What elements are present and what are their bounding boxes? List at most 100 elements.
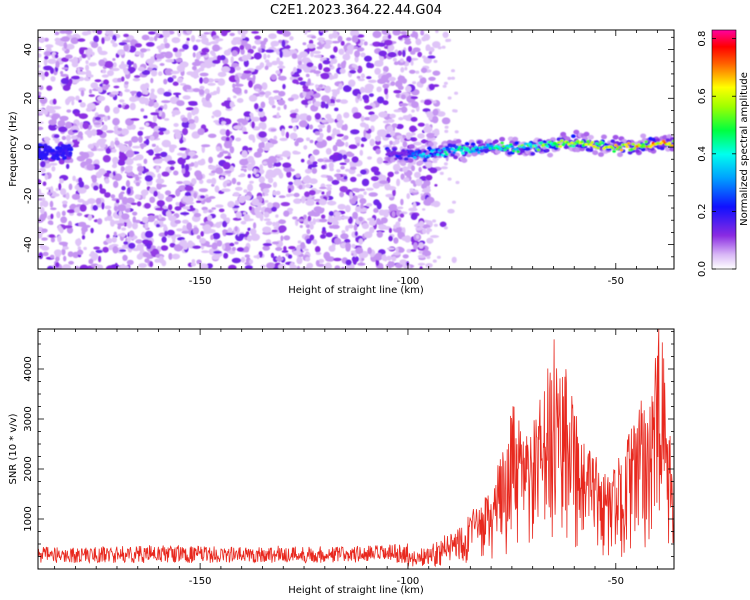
spectrogram-cell — [267, 177, 274, 184]
spectrogram-cell — [425, 196, 435, 205]
spectrogram-cell — [198, 67, 205, 72]
spectrogram-cell — [323, 263, 333, 269]
spectrogram-cell — [208, 165, 217, 170]
spectrogram-cell — [77, 187, 87, 194]
spectrogram-cell — [446, 147, 451, 151]
spectrogram-cell — [275, 70, 281, 75]
spectrogram-cell — [288, 246, 296, 250]
spectrogram-cell — [90, 251, 95, 257]
spectrogram-cell — [168, 252, 173, 260]
spectrogram-cell — [138, 172, 143, 176]
spectrogram-cell — [378, 111, 388, 118]
colorbar: 0.00.20.40.60.8 Normalized spectral ampl… — [697, 29, 750, 277]
spectrogram-cell — [403, 177, 410, 183]
spectrogram-cell — [161, 139, 171, 148]
spectrogram-cell — [665, 146, 671, 152]
spectrogram-cell — [437, 46, 442, 50]
spectrogram-cell — [294, 199, 302, 202]
spectrogram-cell — [251, 121, 255, 129]
spectrogram-cell — [512, 136, 519, 142]
spectrogram-cell — [374, 61, 384, 67]
spectrogram-cell — [93, 246, 101, 250]
spectrogram-cell — [213, 78, 220, 82]
spectrogram-cell — [65, 121, 72, 129]
spectrogram-cell — [325, 257, 333, 262]
spectrogram-cell — [222, 229, 230, 233]
spectrogram-cell — [353, 224, 358, 231]
spectrogram-cell — [251, 31, 259, 34]
spectrogram-cell — [447, 76, 452, 80]
spectrogram-cell — [361, 257, 365, 261]
spectrogram-cell — [117, 223, 125, 227]
spectrogram-cell — [234, 241, 239, 245]
spectrogram-cell — [81, 235, 86, 240]
spectrogram-cell — [222, 150, 229, 154]
spectrogram-cell — [195, 52, 201, 60]
spectrogram-cell — [450, 147, 455, 151]
spectrogram-cell — [418, 166, 422, 173]
spectrogram-cell — [224, 170, 232, 174]
spectrogram-cell — [79, 102, 86, 108]
spectrogram-cell — [92, 205, 98, 211]
spectrogram-cell — [340, 99, 348, 104]
spectrogram-cell — [430, 202, 435, 207]
spectrogram-cell — [60, 71, 64, 75]
spectrogram-cell — [392, 57, 397, 62]
spectrogram-cell — [324, 85, 332, 94]
spectrogram-cell — [306, 137, 310, 141]
spectrogram-cell — [309, 178, 318, 185]
spectrogram-cell — [277, 106, 281, 111]
spectrogram-cell — [352, 112, 362, 119]
spectrogram-cell — [426, 111, 431, 118]
spectrogram-cell — [243, 111, 252, 118]
spectrogram-cell — [372, 30, 382, 39]
spectrogram-cell — [77, 249, 84, 256]
spectrogram-cell — [303, 218, 309, 226]
spectrogram-cell — [161, 111, 166, 119]
spectrogram-cell — [130, 202, 137, 206]
spectrogram-cell — [209, 50, 215, 55]
spectrogram-cell — [130, 118, 140, 121]
spectrogram-cell — [87, 214, 93, 221]
spectrogram-cell — [112, 42, 118, 48]
spectrogram-cell — [117, 204, 127, 212]
spectrogram-cell — [224, 155, 232, 159]
spectrogram-cell — [96, 30, 103, 35]
spectrogram-cell — [97, 218, 103, 225]
spectrogram-cell — [347, 224, 354, 229]
spectrogram-cell — [273, 161, 282, 167]
spectrogram-cell — [425, 47, 430, 52]
spectrogram-cell — [104, 60, 114, 69]
snr-x-axis: -150 -100 -50 — [54, 329, 658, 587]
spectrogram-cell — [151, 94, 158, 100]
spectrogram-cell — [343, 135, 349, 140]
spectrogram-cell — [262, 188, 270, 194]
spectrogram-cell — [141, 69, 151, 76]
spectrogram-cell — [71, 193, 81, 200]
colorbar-tick-label: 0.6 — [697, 88, 708, 104]
spectrogram-cell — [244, 254, 250, 258]
spectrogram-cell — [428, 117, 433, 121]
spectrogram-cell — [314, 246, 321, 253]
spectrogram-cell — [44, 37, 49, 42]
spectrogram-cell — [52, 98, 57, 105]
spectrogram-cell — [66, 163, 70, 169]
spectrogram-cell — [358, 252, 368, 259]
spectrogram-cell — [401, 151, 406, 155]
spectrogram-cell — [199, 195, 206, 199]
spectrogram-cell — [270, 41, 275, 48]
spectrogram-cell — [421, 250, 432, 257]
spectrogram-cell — [72, 144, 79, 148]
spectrogram-cell — [121, 128, 129, 136]
spectrogram-cell — [410, 249, 417, 252]
spectrogram-cell — [436, 111, 446, 117]
spectrogram-cell — [149, 135, 155, 141]
spectrogram-cell — [153, 190, 158, 197]
spectrogram-cell — [128, 230, 135, 238]
spectrogram-cell — [190, 162, 195, 167]
spectrogram-cell — [221, 188, 231, 192]
spectrogram-cell — [242, 131, 248, 135]
spectrogram-cell — [402, 49, 406, 58]
spectrogram-cell — [325, 184, 332, 187]
